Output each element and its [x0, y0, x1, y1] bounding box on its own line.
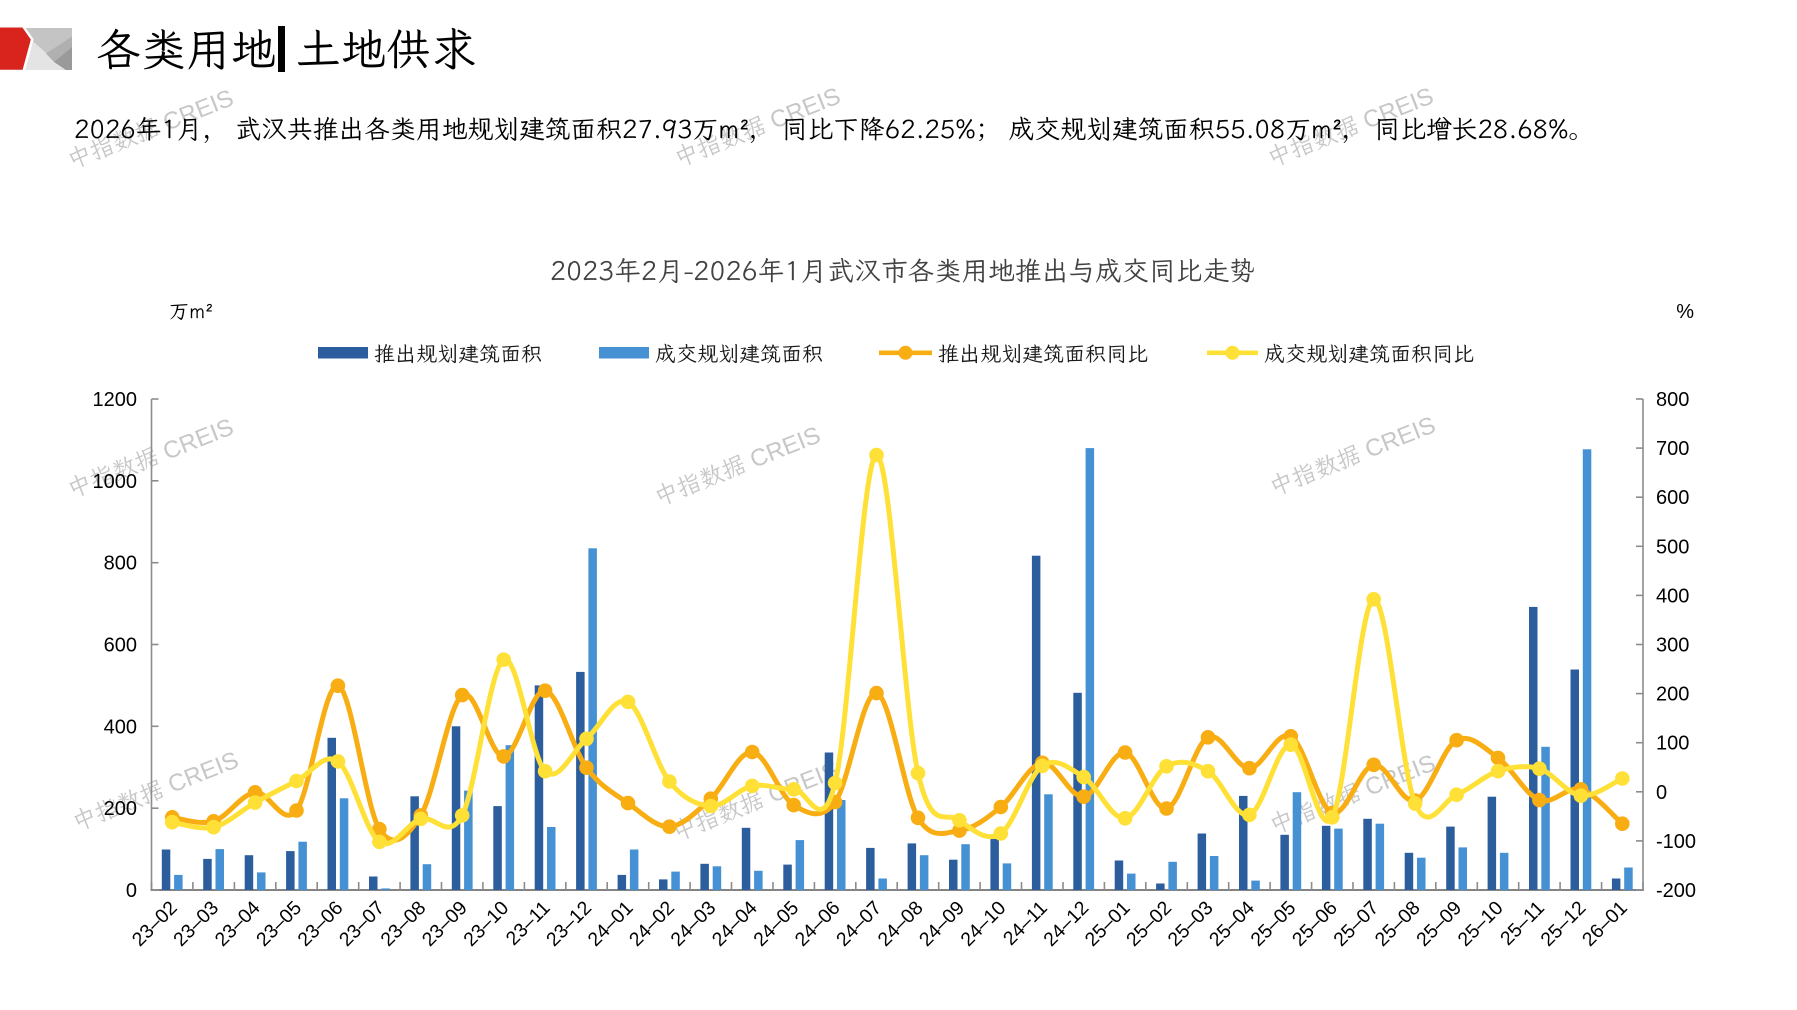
- svg-text:0: 0: [126, 880, 137, 902]
- svg-text:25–03: 25–03: [1164, 897, 1218, 951]
- svg-text:23–02: 23–02: [128, 897, 182, 951]
- svg-text:25–04: 25–04: [1205, 897, 1259, 951]
- svg-text:%: %: [1676, 301, 1694, 323]
- svg-text:600: 600: [1656, 487, 1689, 509]
- svg-text:23–04: 23–04: [211, 897, 265, 951]
- svg-text:成交规划建筑面积同比: 成交规划建筑面积同比: [1264, 338, 1474, 368]
- svg-text:推出规划建筑面积同比: 推出规划建筑面积同比: [938, 338, 1148, 368]
- svg-text:200: 200: [104, 798, 137, 820]
- svg-text:700: 700: [1656, 438, 1689, 460]
- svg-text:23–07: 23–07: [335, 897, 389, 951]
- svg-text:23–08: 23–08: [376, 897, 430, 951]
- svg-text:400: 400: [104, 716, 137, 738]
- svg-text:26–01: 26–01: [1578, 897, 1632, 951]
- svg-text:25–07: 25–07: [1329, 897, 1383, 951]
- svg-text:24–09: 24–09: [915, 897, 969, 951]
- svg-text:25–12: 25–12: [1537, 897, 1591, 951]
- svg-text:24–01: 24–01: [584, 897, 638, 951]
- svg-text:-100: -100: [1656, 831, 1696, 853]
- svg-text:800: 800: [1656, 389, 1689, 411]
- svg-text:1000: 1000: [93, 471, 138, 493]
- svg-text:24–10: 24–10: [956, 897, 1010, 951]
- svg-text:25–11: 25–11: [1496, 897, 1549, 950]
- svg-text:23–03: 23–03: [169, 897, 223, 951]
- svg-text:24–03: 24–03: [666, 897, 720, 951]
- svg-text:23–10: 23–10: [459, 897, 513, 951]
- svg-text:23–09: 23–09: [418, 897, 472, 951]
- svg-text:24–07: 24–07: [832, 897, 886, 951]
- svg-text:200: 200: [1656, 684, 1689, 706]
- svg-text:23–11: 23–11: [502, 897, 555, 950]
- svg-text:25–08: 25–08: [1371, 897, 1425, 951]
- svg-text:300: 300: [1656, 635, 1689, 657]
- svg-text:100: 100: [1656, 733, 1689, 755]
- svg-text:25–05: 25–05: [1246, 897, 1300, 951]
- svg-text:25–02: 25–02: [1122, 897, 1176, 951]
- svg-text:25–10: 25–10: [1454, 897, 1508, 951]
- svg-text:0: 0: [1656, 782, 1667, 804]
- svg-text:500: 500: [1656, 536, 1689, 558]
- svg-text:24–04: 24–04: [708, 897, 762, 951]
- svg-text:24–12: 24–12: [1039, 897, 1093, 951]
- svg-text:23–05: 23–05: [252, 897, 306, 951]
- svg-text:24–06: 24–06: [791, 897, 845, 951]
- svg-text:24–11: 24–11: [999, 897, 1052, 950]
- svg-text:23–12: 23–12: [542, 897, 596, 951]
- svg-text:1200: 1200: [93, 389, 138, 411]
- svg-text:24–08: 24–08: [874, 897, 928, 951]
- svg-text:成交规划建筑面积: 成交规划建筑面积: [655, 338, 823, 368]
- svg-text:2023年2月-2026年1月武汉市各类用地推出与成交同比走: 2023年2月-2026年1月武汉市各类用地推出与成交同比走势: [550, 249, 1256, 288]
- svg-text:25–09: 25–09: [1412, 897, 1466, 951]
- svg-text:24–02: 24–02: [625, 897, 679, 951]
- svg-text:600: 600: [104, 635, 137, 657]
- svg-text:25–06: 25–06: [1288, 897, 1342, 951]
- svg-text:万m²: 万m²: [169, 295, 213, 324]
- svg-text:-200: -200: [1656, 880, 1696, 902]
- svg-text:推出规划建筑面积: 推出规划建筑面积: [374, 338, 542, 368]
- svg-text:25–01: 25–01: [1081, 897, 1135, 951]
- svg-text:400: 400: [1656, 585, 1689, 607]
- svg-text:800: 800: [104, 553, 137, 575]
- svg-text:23–06: 23–06: [294, 897, 348, 951]
- svg-text:24–05: 24–05: [749, 897, 803, 951]
